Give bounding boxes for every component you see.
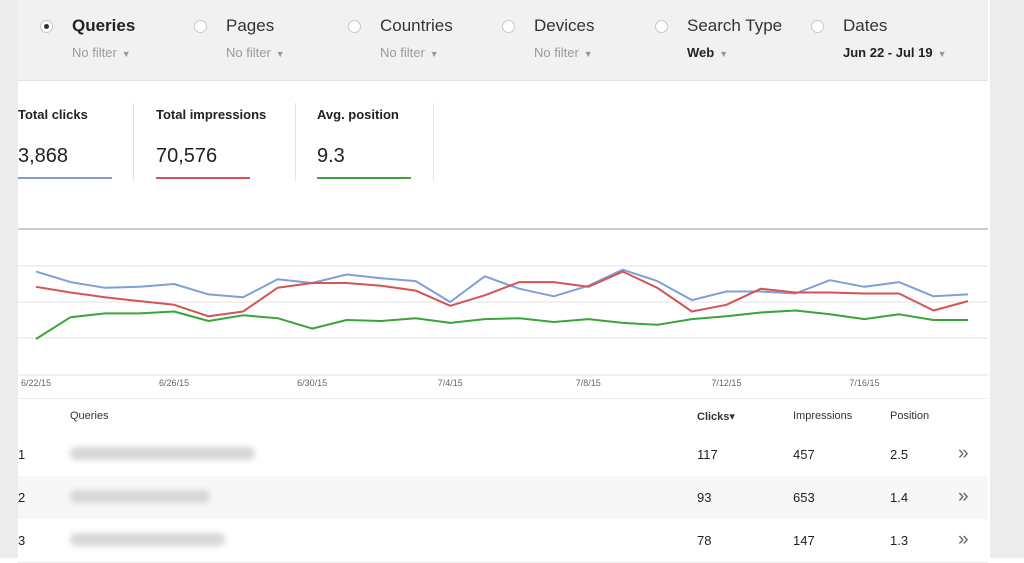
chevron-down-icon: ▼ (275, 48, 285, 59)
metric-title: Total impressions (156, 107, 267, 122)
filter-dropdown[interactable]: Web ▼ (687, 45, 729, 60)
row-clicks: 117 (697, 447, 718, 462)
expand-row-icon[interactable]: » (958, 529, 969, 550)
redacted-query[interactable] (70, 490, 210, 503)
filter-label: Search Type (687, 16, 783, 35)
row-clicks: 93 (697, 490, 712, 505)
table-row[interactable]: 3 78 147 1.3 » (18, 519, 988, 563)
row-position: 1.3 (890, 533, 909, 548)
chevron-down-icon: ▼ (937, 48, 947, 59)
row-impressions: 653 (793, 490, 815, 505)
filter-label: Queries (72, 16, 136, 35)
row-impressions: 147 (793, 533, 815, 548)
table-row[interactable]: 2 93 653 1.4 » (18, 476, 988, 520)
chevron-down-icon: ▼ (121, 48, 131, 59)
chevron-down-icon: ▼ (719, 48, 729, 59)
row-rank: 2 (18, 490, 26, 505)
x-tick-label: 7/16/15 (849, 378, 879, 388)
table-header: Queries Clicks▾ Impressions Position (18, 398, 988, 434)
series-line-2 (35, 270, 969, 318)
divider (295, 103, 296, 181)
chevron-down-icon: ▼ (429, 48, 439, 59)
pages-radio[interactable] (194, 20, 207, 33)
metric-value: 70,576 (156, 145, 218, 167)
redacted-query[interactable] (70, 447, 255, 460)
expand-row-icon[interactable]: » (958, 486, 969, 507)
filter-dropdown[interactable]: No filter ▼ (380, 45, 439, 60)
metric-value: 9.3 (317, 145, 345, 167)
row-rank: 1 (18, 447, 26, 462)
right-frame (990, 0, 1024, 558)
x-tick-label: 7/4/15 (438, 378, 463, 388)
filter-dropdown[interactable]: No filter ▼ (226, 45, 285, 60)
queries-column-header[interactable]: Queries (70, 410, 109, 422)
table-row[interactable]: 1 117 457 2.5 » (18, 433, 988, 477)
dates-radio[interactable] (811, 20, 824, 33)
metric-color-line (317, 177, 411, 179)
performance-chart: 6/22/15 6/26/15 6/30/15 7/4/15 7/8/15 7/12/15… (18, 228, 988, 388)
row-position: 2.5 (890, 447, 909, 462)
x-tick-label: 6/22/15 (21, 378, 51, 388)
x-tick-label: 6/30/15 (297, 378, 327, 388)
search-type-radio[interactable] (655, 20, 668, 33)
filter-dropdown[interactable]: Jun 22 - Jul 19 ▼ (843, 45, 947, 60)
left-frame (0, 0, 18, 558)
series-line-3 (35, 309, 968, 340)
devices-radio[interactable] (502, 20, 515, 33)
countries-radio[interactable] (348, 20, 361, 33)
series-line-1 (35, 268, 969, 303)
metric-value: 3,868 (18, 145, 69, 167)
chevron-down-icon: ▼ (583, 48, 593, 59)
clicks-column-header[interactable]: Clicks▾ (697, 411, 735, 423)
filter-dropdown[interactable]: No filter ▼ (72, 45, 131, 60)
metric-title: Total clicks (18, 107, 88, 122)
metric-color-line (156, 177, 250, 179)
row-clicks: 78 (697, 533, 712, 548)
impressions-column-header[interactable]: Impressions (793, 410, 853, 422)
x-tick-label: 7/8/15 (576, 378, 601, 388)
row-rank: 3 (18, 533, 26, 548)
x-tick-label: 7/12/15 (711, 378, 741, 388)
filter-label: Pages (226, 16, 275, 35)
redacted-query[interactable] (70, 533, 225, 546)
filter-label: Dates (843, 16, 888, 35)
divider (133, 103, 134, 181)
filter-dropdown[interactable]: No filter ▼ (534, 45, 593, 60)
metric-title: Avg. position (317, 107, 399, 122)
filter-bar: Queries No filter ▼ Pages No filter ▼ Coun… (18, 0, 988, 81)
row-position: 1.4 (890, 490, 909, 505)
x-tick-label: 6/26/15 (159, 378, 189, 388)
position-column-header[interactable]: Position (890, 410, 930, 422)
queries-radio[interactable] (40, 20, 53, 33)
metric-color-line (18, 177, 112, 179)
filter-label: Countries (380, 16, 453, 35)
expand-row-icon[interactable]: » (958, 443, 969, 464)
row-impressions: 457 (793, 447, 815, 462)
divider (433, 103, 434, 181)
filter-label: Devices (534, 16, 595, 35)
